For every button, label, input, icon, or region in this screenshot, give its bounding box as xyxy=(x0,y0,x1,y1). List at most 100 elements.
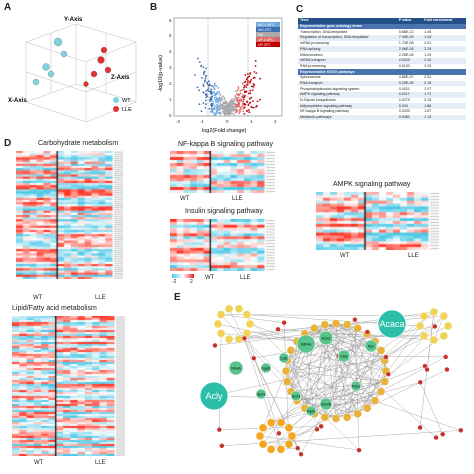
network-node xyxy=(258,440,268,449)
volcano-point xyxy=(248,111,251,114)
table-cell: 1.67 xyxy=(424,109,432,114)
volcano-point xyxy=(248,75,251,78)
volcano-point xyxy=(238,105,241,107)
network-edge xyxy=(296,381,385,401)
volcano-point xyxy=(226,108,228,110)
volcano-ytick: 0 xyxy=(169,113,172,118)
network-node xyxy=(439,331,449,341)
network-gene-label: Dgat1 xyxy=(261,366,271,370)
pca-legend-lle-swatch xyxy=(113,106,119,112)
volcano-point xyxy=(214,98,216,101)
table-row: Phosphatidylinositol signaling system 0.0… xyxy=(298,86,466,92)
network-node xyxy=(331,414,341,423)
volcano-point xyxy=(243,106,246,109)
table-row: Mitochondrion 2.25E-05 1.29 xyxy=(298,52,466,58)
network-edge xyxy=(221,333,297,342)
network-edge xyxy=(314,413,348,418)
volcano-point xyxy=(230,100,233,103)
volcano-point xyxy=(219,103,221,105)
table-cell: 2.01 xyxy=(424,41,432,46)
network-gene-node xyxy=(318,330,334,346)
network-edge xyxy=(219,333,222,430)
network-edge xyxy=(271,382,421,423)
volcano-point xyxy=(250,106,253,108)
volcano-point xyxy=(203,73,205,76)
network-node xyxy=(432,323,438,330)
volcano-point xyxy=(220,104,223,107)
volcano-point xyxy=(243,91,246,94)
volcano-point xyxy=(247,92,250,95)
volcano-point xyxy=(204,80,206,83)
network-edge xyxy=(217,323,297,342)
table-cell: 1.45 xyxy=(424,29,432,34)
volcano-point xyxy=(215,105,218,108)
table-cell: Adipocytokine signaling pathway xyxy=(298,103,397,109)
volcano-point xyxy=(216,103,218,106)
table-cell: 2.07 xyxy=(424,86,432,91)
table-cell: Regulation of transcription, DNA-templat… xyxy=(298,35,397,41)
network-node xyxy=(429,335,439,345)
volcano-point xyxy=(209,96,212,99)
volcano-point xyxy=(249,72,252,74)
table-row: RNA transport 5.29E-06 2.18 xyxy=(298,80,466,87)
network-node xyxy=(234,335,244,344)
volcano-point xyxy=(226,104,229,107)
pca-point xyxy=(32,78,40,86)
volcano-point xyxy=(214,93,217,96)
network-node xyxy=(370,396,380,405)
network-node xyxy=(356,447,362,453)
volcano-point xyxy=(204,99,207,102)
volcano-point xyxy=(235,108,238,111)
network-node xyxy=(258,423,268,432)
table-cell: AMPK signaling pathway xyxy=(298,91,397,98)
volcano-point xyxy=(198,103,201,106)
lipid-lle-label: LLE xyxy=(95,460,106,466)
volcano-point xyxy=(218,97,221,100)
lipid-wt-label: WT xyxy=(34,460,44,466)
table-cell: 0.0021 xyxy=(398,86,410,91)
lipid-heatmap xyxy=(12,316,128,456)
volcano-point xyxy=(236,105,238,108)
volcano-legend-swatch xyxy=(256,27,280,32)
volcano-point xyxy=(252,85,255,88)
volcano-point xyxy=(196,86,199,89)
network-gene-node xyxy=(290,390,302,402)
network-node xyxy=(362,403,372,413)
table-cell: 1.44 xyxy=(422,35,466,41)
table-cell: Spliceosome xyxy=(300,75,321,80)
volcano-point xyxy=(213,82,216,85)
volcano-point xyxy=(215,85,218,87)
volcano-point xyxy=(215,107,218,110)
network-edge xyxy=(244,338,360,451)
pca-z-axis-label: Z-Axis xyxy=(111,75,130,81)
table-row: Metabolic pathways 0.0461 1.14 xyxy=(298,114,466,121)
volcano-point xyxy=(235,103,238,106)
pca-point xyxy=(47,70,55,78)
network-node xyxy=(419,331,429,341)
network-node xyxy=(443,354,449,360)
volcano-point xyxy=(236,89,239,92)
pca-plot: Y-Axis Z-Axis X-Axis WT LLE xyxy=(8,17,137,123)
volcano-point xyxy=(246,100,248,103)
volcano-point xyxy=(239,100,242,102)
volcano-point xyxy=(220,96,223,99)
network-gene-node xyxy=(319,397,333,411)
network-edge xyxy=(304,324,348,409)
volcano-point xyxy=(205,103,207,106)
panel-label-a: A xyxy=(4,2,12,13)
table-cell: RNA processing xyxy=(300,63,326,68)
table-cell: 5.68E-12 xyxy=(398,29,414,34)
network-edge xyxy=(346,333,368,418)
volcano-point xyxy=(208,80,210,82)
table-section-label: Representative KEGG pathways xyxy=(298,69,466,75)
volcano-point xyxy=(197,57,199,60)
table-cell: 1.72 xyxy=(422,91,466,98)
volcano-point xyxy=(252,77,255,79)
volcano-point xyxy=(239,89,242,92)
network-node xyxy=(251,355,257,361)
volcano-point xyxy=(205,93,207,95)
volcano-point xyxy=(241,103,244,105)
table-row: AMPK signaling pathway 0.0117 1.72 xyxy=(298,91,466,98)
table-cell: 0.034 xyxy=(396,103,423,109)
network-node xyxy=(440,431,446,437)
